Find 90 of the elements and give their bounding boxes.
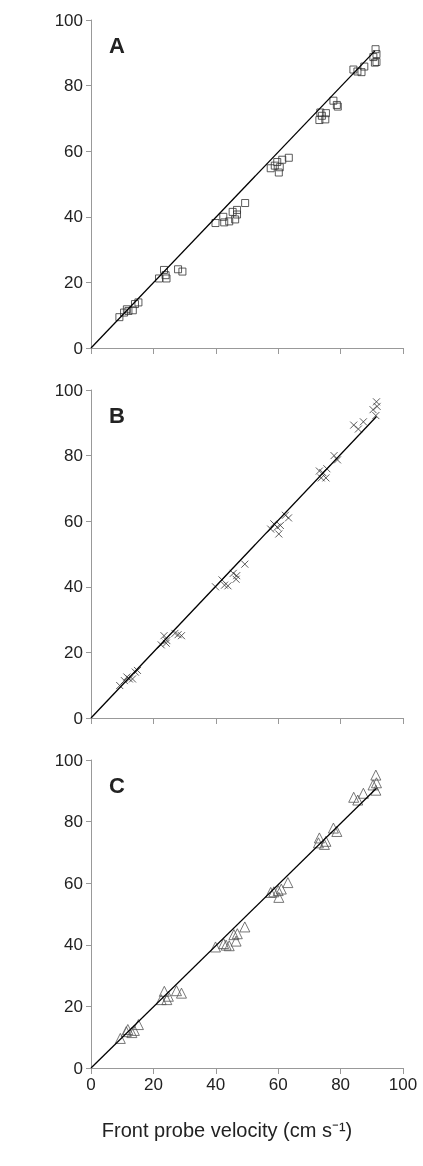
point xyxy=(282,877,294,889)
y-tick-label: 40 xyxy=(64,207,83,227)
point xyxy=(371,45,380,54)
point xyxy=(162,990,174,1002)
point xyxy=(158,985,170,997)
point xyxy=(225,217,234,226)
y-tick-label: 100 xyxy=(54,380,83,400)
point xyxy=(231,215,240,224)
point xyxy=(132,1019,144,1031)
point xyxy=(357,68,366,77)
point xyxy=(170,985,182,997)
point xyxy=(321,109,330,118)
point xyxy=(266,164,275,173)
point xyxy=(273,891,285,903)
y-tick-label: 20 xyxy=(64,642,83,662)
point xyxy=(211,219,220,228)
y-tick-label: 60 xyxy=(64,873,83,893)
point xyxy=(360,62,369,71)
point xyxy=(174,265,183,274)
x-tick-label: 60 xyxy=(268,1075,288,1094)
y-tick-label: 60 xyxy=(64,141,83,161)
y-tick-label: 80 xyxy=(64,446,83,466)
y-tick-label: 80 xyxy=(64,76,83,96)
point xyxy=(270,161,279,170)
point xyxy=(160,265,169,274)
y-tick-label: 20 xyxy=(64,996,83,1016)
x-axis-title: Front probe velocity (cm s⁻¹) xyxy=(101,1119,353,1141)
point xyxy=(120,308,129,317)
x-tick-label: 20 xyxy=(143,1075,163,1094)
x-tick-label: 100 xyxy=(388,1075,418,1094)
point xyxy=(312,837,324,849)
point xyxy=(327,822,339,834)
x-tick-label: 40 xyxy=(206,1075,226,1094)
point xyxy=(219,212,228,221)
point xyxy=(230,935,242,947)
point xyxy=(228,207,237,216)
point xyxy=(331,825,343,837)
point xyxy=(274,168,283,177)
point xyxy=(315,116,324,125)
y-tick-label: 60 xyxy=(64,511,83,531)
point xyxy=(370,769,382,781)
point xyxy=(239,921,251,933)
annotation: C xyxy=(109,772,125,798)
y-tick-label: 100 xyxy=(54,750,83,770)
point xyxy=(233,205,242,214)
annotation: B xyxy=(109,402,125,428)
point xyxy=(313,832,325,844)
point xyxy=(220,218,229,227)
x-tick-label: 0 xyxy=(86,1075,96,1094)
point xyxy=(273,158,282,167)
point xyxy=(162,274,171,283)
point xyxy=(348,791,360,803)
point xyxy=(316,108,325,117)
point xyxy=(369,53,378,62)
point xyxy=(372,50,381,59)
y-tick-label: 0 xyxy=(73,1058,83,1078)
x-tick-label: 80 xyxy=(331,1075,351,1094)
point xyxy=(155,994,167,1006)
point xyxy=(317,111,326,120)
point xyxy=(329,96,338,105)
point xyxy=(321,115,330,124)
point xyxy=(284,153,293,162)
y-tick-label: 0 xyxy=(73,708,83,728)
point xyxy=(349,65,358,74)
point xyxy=(357,787,369,799)
y-tick-label: 20 xyxy=(64,272,83,292)
point xyxy=(128,306,137,315)
point xyxy=(352,794,364,806)
y-tick-label: 100 xyxy=(54,10,83,30)
point xyxy=(209,941,221,953)
y-tick-label: 0 xyxy=(73,338,83,358)
point xyxy=(278,155,287,164)
point xyxy=(175,987,187,999)
annotation: A xyxy=(109,32,125,58)
y-tick-label: 40 xyxy=(64,935,83,955)
y-tick-label: 40 xyxy=(64,577,83,597)
y-tick-label: 80 xyxy=(64,812,83,832)
point xyxy=(134,298,143,307)
point xyxy=(130,300,139,309)
point xyxy=(353,67,362,76)
point xyxy=(161,271,170,280)
point xyxy=(155,274,164,283)
point xyxy=(233,210,242,219)
point xyxy=(114,1032,126,1044)
point xyxy=(161,994,173,1006)
point xyxy=(241,199,250,208)
point xyxy=(370,784,382,796)
point xyxy=(275,163,284,172)
point xyxy=(115,313,124,322)
point xyxy=(178,267,187,276)
